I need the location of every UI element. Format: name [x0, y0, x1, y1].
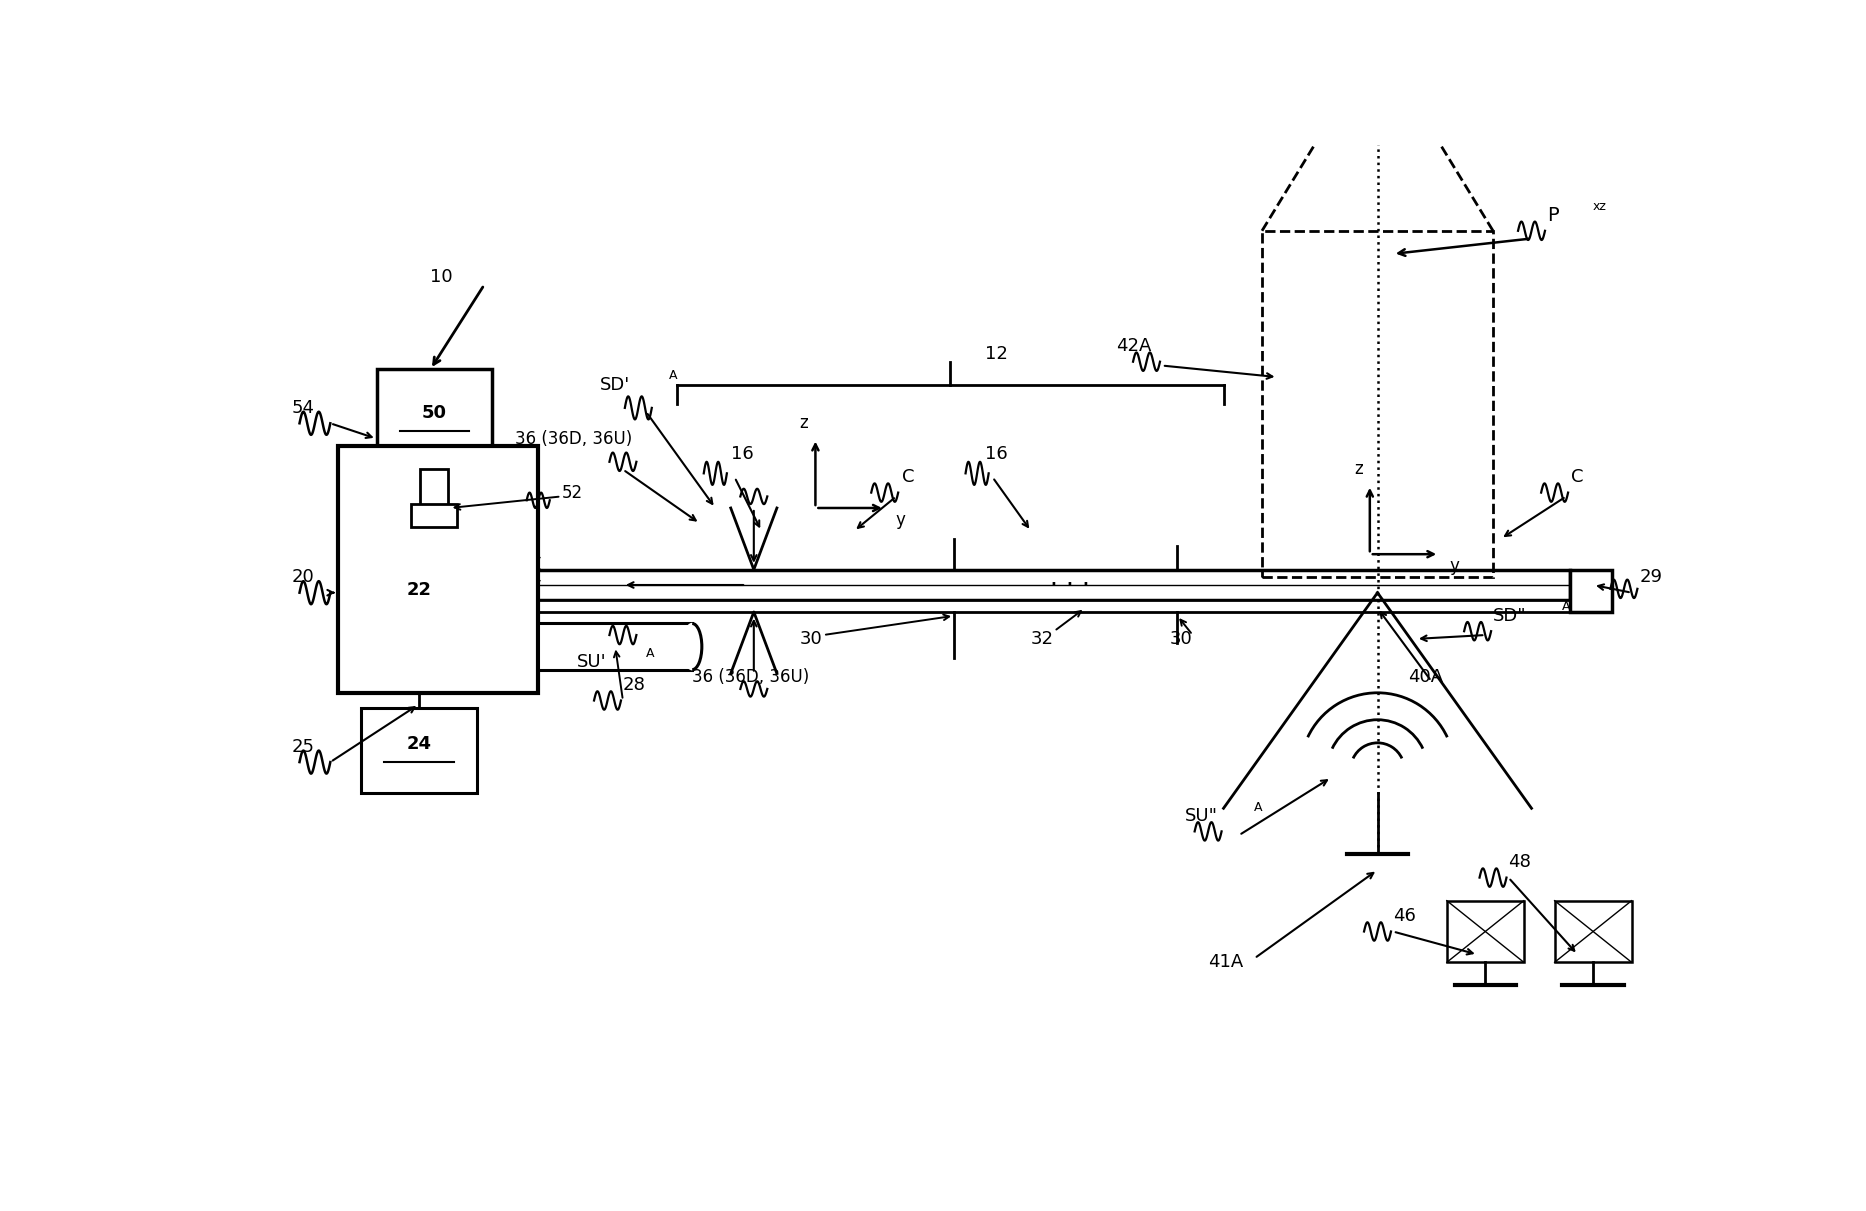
Text: · · ·: · · ·	[1049, 573, 1090, 597]
Text: 30: 30	[801, 630, 823, 648]
Text: 52: 52	[562, 483, 582, 501]
Text: 28: 28	[623, 676, 646, 694]
Bar	[1261, 231, 1493, 578]
Text: 12: 12	[985, 345, 1008, 363]
Text: y: y	[896, 511, 905, 528]
Bar	[338, 447, 537, 693]
Text: 41A: 41A	[1207, 953, 1243, 971]
Text: 36 (36D, 36U): 36 (36D, 36U)	[515, 430, 633, 448]
Text: A: A	[670, 369, 677, 383]
Bar	[530, 569, 1569, 601]
Text: 54: 54	[291, 398, 315, 417]
Text: P: P	[1547, 206, 1558, 225]
Bar	[377, 369, 493, 470]
Bar	[1569, 569, 1612, 612]
Text: 20: 20	[291, 568, 315, 586]
Text: 42A: 42A	[1116, 338, 1151, 355]
Text: 40A: 40A	[1409, 668, 1444, 687]
Bar	[362, 708, 476, 793]
Text: 46: 46	[1392, 907, 1416, 925]
Bar	[411, 504, 457, 527]
Text: y: y	[1450, 557, 1459, 575]
Text: 29: 29	[1640, 568, 1663, 586]
Text: 50: 50	[422, 404, 446, 423]
Text: 22: 22	[407, 581, 431, 599]
Text: 16: 16	[731, 446, 754, 463]
Text: 16: 16	[985, 446, 1008, 463]
Text: z: z	[1355, 460, 1362, 478]
Text: 24: 24	[407, 735, 431, 753]
Text: 10: 10	[431, 268, 453, 286]
Text: xz: xz	[1594, 200, 1607, 213]
Text: 25: 25	[291, 737, 315, 756]
Text: 48: 48	[1508, 854, 1532, 871]
Text: 30: 30	[1170, 630, 1192, 648]
Bar	[420, 470, 448, 512]
Text: 36 (36D, 36U): 36 (36D, 36U)	[692, 668, 810, 687]
Text: A: A	[646, 647, 655, 660]
Text: C: C	[901, 469, 914, 486]
Text: 32: 32	[1032, 630, 1054, 648]
Text: SU": SU"	[1185, 807, 1218, 825]
Text: SD": SD"	[1493, 607, 1526, 625]
Text: A: A	[1562, 601, 1571, 614]
Text: z: z	[799, 414, 808, 432]
Bar	[1554, 901, 1631, 963]
Bar	[530, 601, 1569, 612]
Text: SD': SD'	[599, 375, 631, 394]
Bar	[362, 555, 476, 639]
Text: SU': SU'	[577, 653, 606, 671]
Text: C: C	[1571, 469, 1584, 486]
Bar	[537, 624, 692, 670]
Text: A: A	[1254, 800, 1263, 814]
Ellipse shape	[683, 624, 702, 670]
Bar	[1446, 901, 1525, 963]
